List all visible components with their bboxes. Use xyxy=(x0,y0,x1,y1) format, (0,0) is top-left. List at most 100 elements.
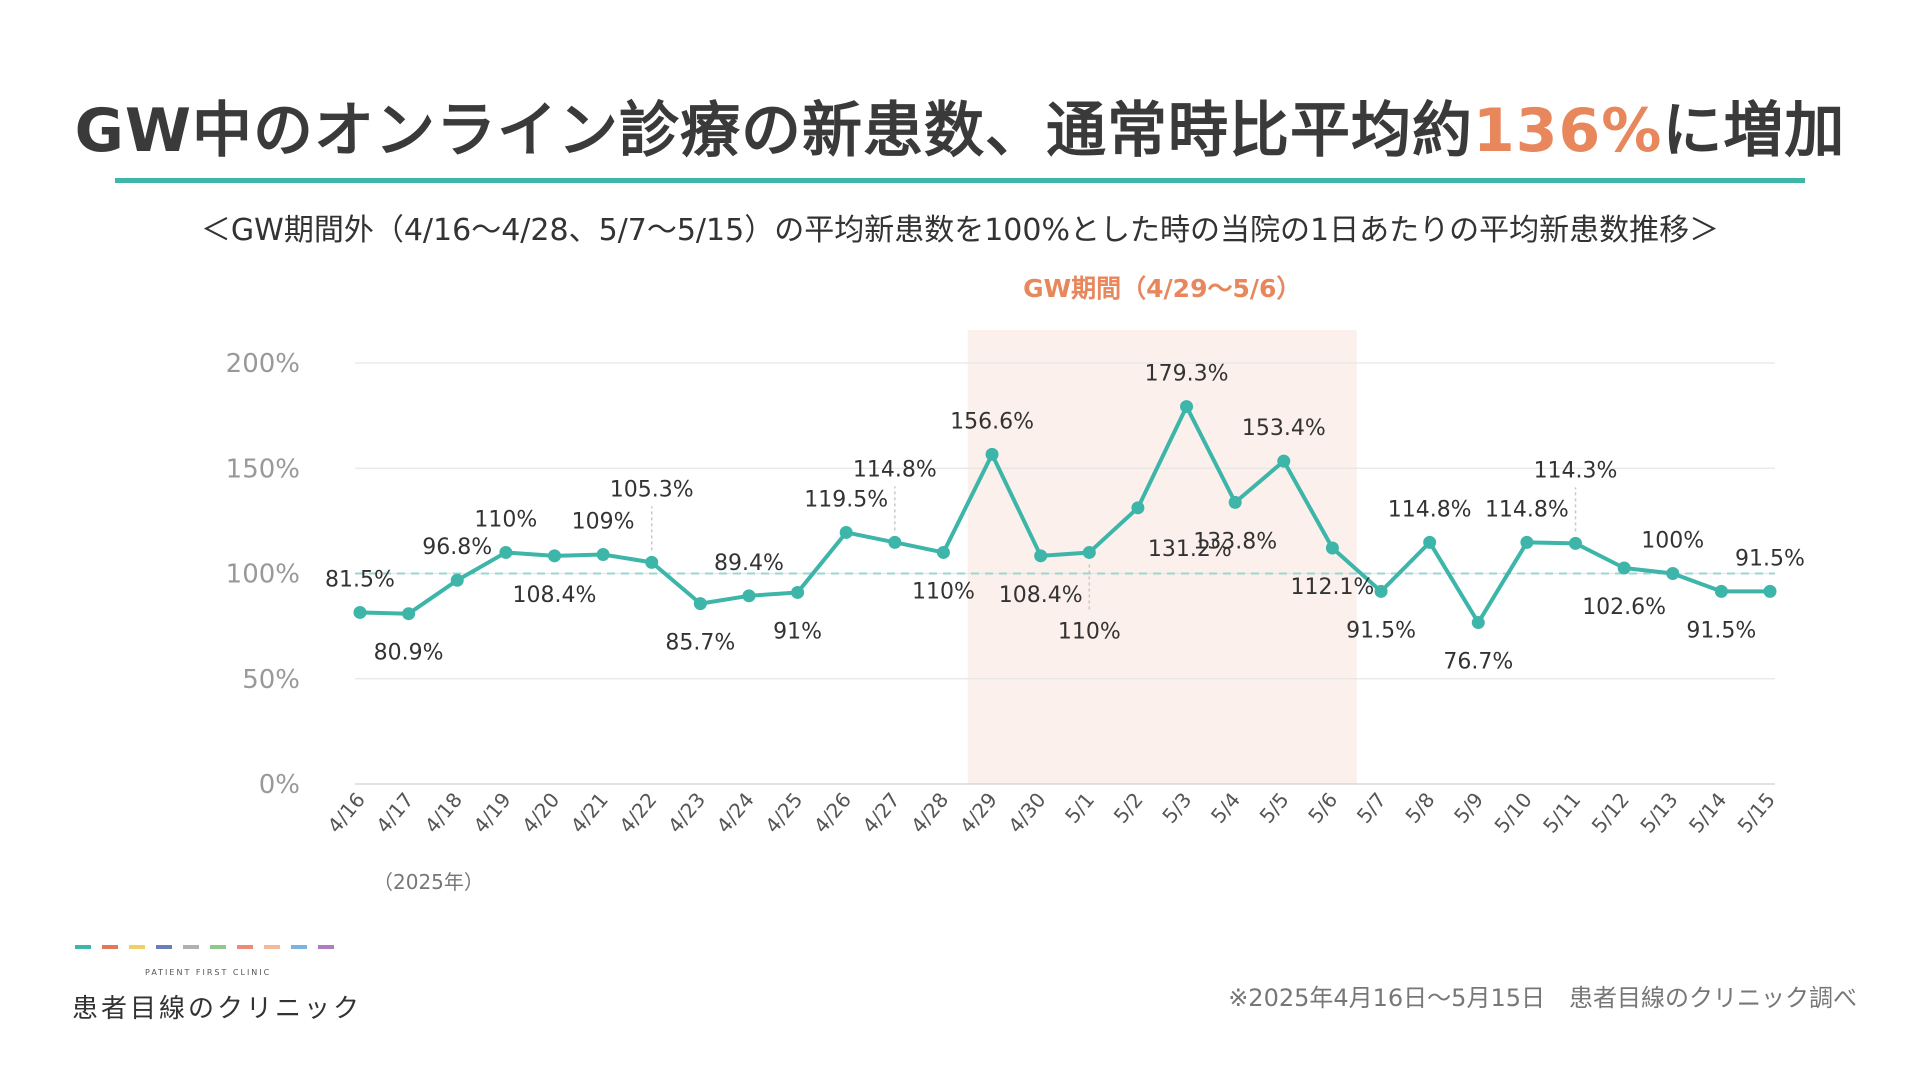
data-point xyxy=(839,525,853,539)
logo-dash xyxy=(210,945,226,949)
page-title: GW中のオンライン診療の新患数、通常時比平均約136%に増加 xyxy=(0,82,1920,169)
data-point xyxy=(1082,545,1096,559)
x-tick-label: 4/20 xyxy=(517,788,564,838)
title-main: GW中のオンライン診療の新患数、通常時比平均約 xyxy=(74,96,1474,166)
year-note: （2025年） xyxy=(373,870,484,894)
data-point xyxy=(596,548,610,562)
y-tick-label: 200% xyxy=(226,349,300,379)
data-label: 91% xyxy=(773,619,822,644)
data-point xyxy=(985,447,999,461)
data-label: 96.8% xyxy=(422,535,492,560)
data-point xyxy=(1666,567,1680,580)
logo-dash xyxy=(183,945,199,949)
x-tick-label: 4/19 xyxy=(468,788,515,838)
y-tick-label: 150% xyxy=(226,454,300,484)
data-label: 85.7% xyxy=(665,631,735,656)
data-label: 112.1% xyxy=(1290,575,1374,600)
x-tick-label: 5/3 xyxy=(1157,788,1196,828)
data-point xyxy=(936,545,950,559)
logo-japanese-text: 患者目線のクリニック xyxy=(72,994,363,1024)
data-label: 153.4% xyxy=(1242,416,1326,441)
data-point xyxy=(1423,535,1437,549)
series-line xyxy=(359,404,1770,625)
x-tick-label: 5/8 xyxy=(1400,788,1439,828)
logo-color-bar xyxy=(75,945,345,949)
data-point xyxy=(888,535,902,549)
data-point xyxy=(499,545,513,559)
x-tick-label: 4/17 xyxy=(371,788,418,838)
logo-dash xyxy=(129,945,145,949)
title-underline xyxy=(115,178,1805,183)
data-label: 91.5% xyxy=(1735,546,1805,571)
data-point xyxy=(1374,584,1388,598)
data-point xyxy=(645,555,659,569)
chart-subtitle: ＜GW期間外（4/16〜4/28、5/7〜5/15）の平均新患数を100%とした… xyxy=(200,213,1720,248)
y-tick-label: 50% xyxy=(242,665,300,695)
x-tick-label: 5/15 xyxy=(1733,788,1780,838)
logo-dash xyxy=(291,945,307,949)
x-tick-label: 4/22 xyxy=(614,788,661,838)
data-point xyxy=(693,597,707,611)
data-label: 105.3% xyxy=(610,477,694,502)
data-point xyxy=(1714,584,1728,598)
data-label: 119.5% xyxy=(804,487,888,512)
x-tick-label: 5/9 xyxy=(1449,788,1488,828)
x-tick-label: 5/2 xyxy=(1109,788,1148,828)
source-footnote: ※2025年4月16日〜5月15日 患者目線のクリニック調べ xyxy=(1228,984,1857,1012)
logo-dash xyxy=(264,945,280,949)
data-label: 76.7% xyxy=(1443,650,1513,675)
data-point xyxy=(1471,616,1485,630)
data-label: 81.5% xyxy=(325,567,395,592)
x-tick-label: 5/4 xyxy=(1206,788,1245,828)
data-point xyxy=(1325,541,1339,555)
data-label: 110% xyxy=(1058,619,1121,644)
x-tick-label: 5/6 xyxy=(1303,788,1342,828)
data-point xyxy=(1617,561,1631,575)
data-label: 179.3% xyxy=(1145,362,1229,387)
x-tick-label: 4/30 xyxy=(1003,788,1050,838)
logo-dash xyxy=(102,945,118,949)
data-point xyxy=(1180,400,1194,414)
logo-english-text: PATIENT FIRST CLINIC xyxy=(145,968,272,977)
data-label: 110% xyxy=(474,507,537,532)
data-label: 91.5% xyxy=(1686,618,1756,643)
data-point xyxy=(742,589,756,603)
data-label: 131.2% xyxy=(1148,537,1232,562)
data-label: 91.5% xyxy=(1346,618,1416,643)
gw-highlight-band xyxy=(967,330,1357,784)
data-label: 114.3% xyxy=(1534,458,1618,483)
x-tick-label: 5/7 xyxy=(1352,788,1391,828)
data-label: 89.4% xyxy=(714,551,784,576)
data-point xyxy=(547,549,561,563)
x-tick-label: 4/23 xyxy=(663,788,710,838)
x-tick-label: 4/26 xyxy=(809,788,856,838)
title-highlight: 136% xyxy=(1473,96,1663,166)
title-suffix: に増加 xyxy=(1662,96,1846,166)
y-tick-label: 100% xyxy=(226,560,300,590)
data-label: 114.8% xyxy=(1485,497,1569,522)
x-tick-label: 5/14 xyxy=(1684,788,1731,838)
x-tick-label: 4/28 xyxy=(906,788,953,838)
data-point xyxy=(791,585,805,599)
logo-dash xyxy=(318,945,334,949)
data-label: 80.9% xyxy=(374,641,444,666)
x-tick-label: 4/21 xyxy=(566,788,613,838)
x-tick-label: 4/27 xyxy=(857,788,904,838)
x-tick-label: 4/25 xyxy=(760,788,807,838)
data-point xyxy=(1228,495,1242,509)
x-tick-label: 4/16 xyxy=(323,788,370,838)
data-point xyxy=(402,607,416,621)
data-label: 114.8% xyxy=(853,457,937,482)
x-tick-label: 5/1 xyxy=(1060,788,1099,828)
data-point xyxy=(1131,501,1145,515)
data-label: 156.6% xyxy=(950,409,1034,434)
data-label: 108.4% xyxy=(513,583,597,608)
x-tick-label: 4/18 xyxy=(420,788,467,838)
data-point xyxy=(353,605,367,619)
logo-dash xyxy=(156,945,172,949)
data-point xyxy=(1520,535,1534,549)
data-point xyxy=(1034,549,1048,563)
x-tick-label: 4/29 xyxy=(955,788,1002,838)
logo-dash xyxy=(75,945,91,949)
